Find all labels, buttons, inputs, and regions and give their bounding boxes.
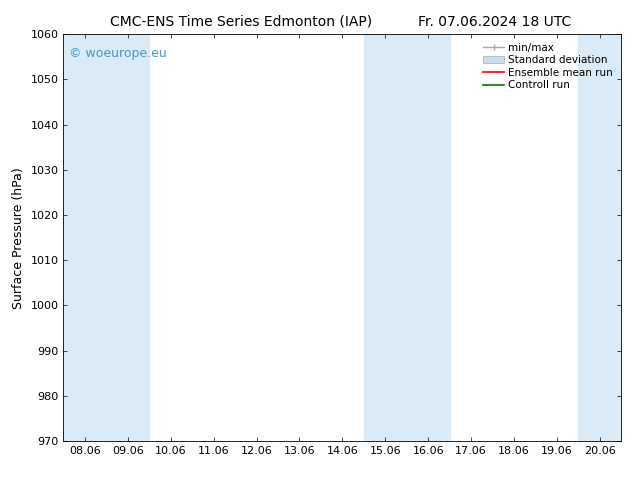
Legend: min/max, Standard deviation, Ensemble mean run, Controll run: min/max, Standard deviation, Ensemble me… — [480, 40, 616, 94]
Text: CMC-ENS Time Series Edmonton (IAP): CMC-ENS Time Series Edmonton (IAP) — [110, 15, 372, 29]
Text: Fr. 07.06.2024 18 UTC: Fr. 07.06.2024 18 UTC — [418, 15, 571, 29]
Bar — [63, 34, 149, 441]
Bar — [578, 34, 621, 441]
Text: © woeurope.eu: © woeurope.eu — [69, 47, 167, 59]
Bar — [364, 34, 450, 441]
Y-axis label: Surface Pressure (hPa): Surface Pressure (hPa) — [12, 167, 25, 309]
